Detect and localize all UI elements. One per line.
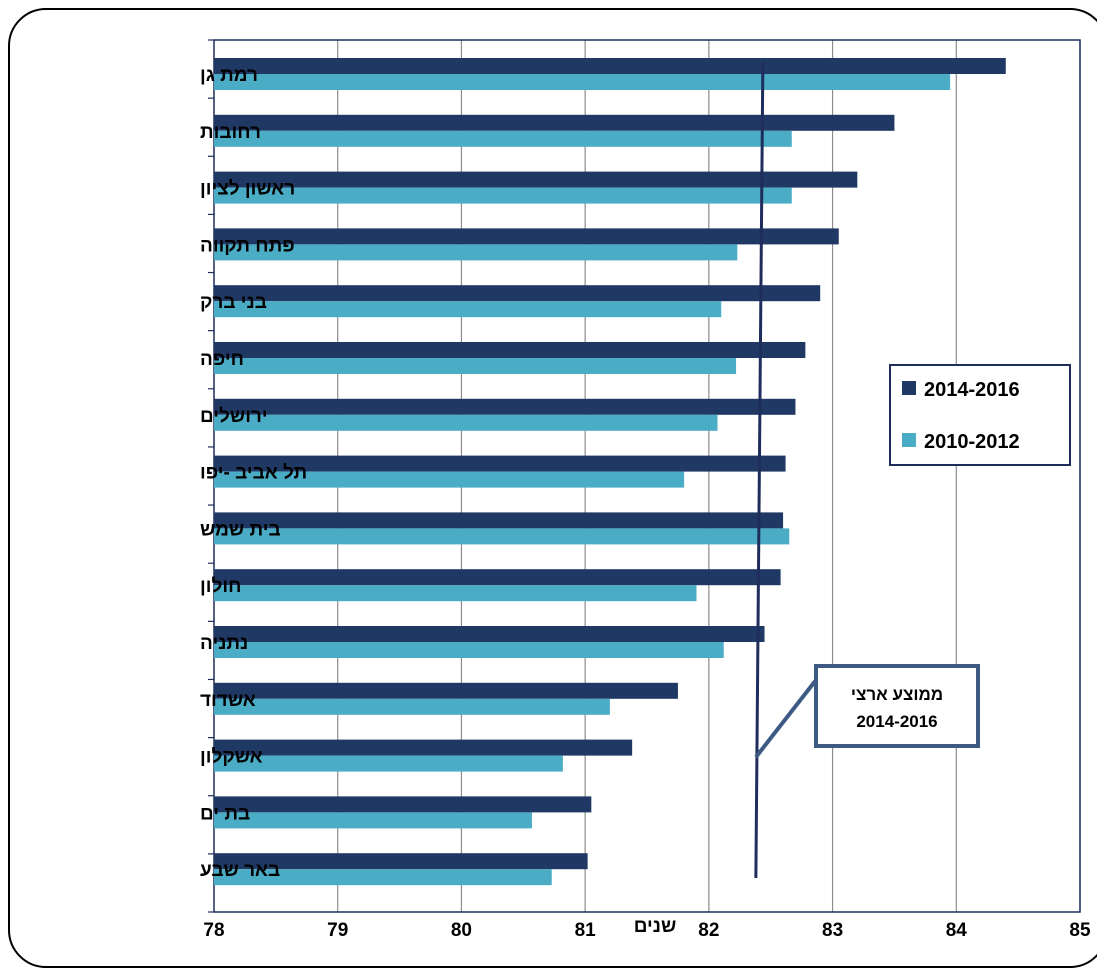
- bar-2014-2016-3: [214, 228, 839, 245]
- callout-box: [814, 664, 980, 748]
- x-tick-label: 83: [822, 920, 843, 941]
- callout-label-line1: ממוצע ארצי: [851, 685, 943, 704]
- x-tick-label: 80: [451, 920, 472, 941]
- bar-2010-2012-3: [214, 244, 738, 261]
- average-callout: ממוצע ארצי 2014-2016: [754, 664, 980, 759]
- bar-2010-2012-0: [214, 74, 951, 90]
- category-label: נתניה: [200, 633, 248, 654]
- bar-2014-2016-10: [214, 626, 765, 642]
- category-label: רחובות: [200, 122, 261, 143]
- x-tick-label: 85: [1069, 920, 1091, 941]
- category-label: אשדוד: [200, 690, 256, 711]
- bar-2014-2016-4: [214, 285, 821, 302]
- callout-label-line2: 2014-2016: [856, 712, 937, 731]
- bar-2010-2012-5: [214, 358, 737, 374]
- bar-2014-2016-12: [214, 739, 633, 756]
- bar-2010-2012-7: [214, 471, 685, 488]
- category-label: בני ברק: [200, 292, 267, 313]
- category-label: תל אביב -יפו: [200, 463, 307, 484]
- category-label: חולון: [200, 576, 241, 597]
- legend: 2014-2016 2010-2012: [889, 364, 1071, 466]
- category-label: פתח תקווה: [200, 235, 295, 256]
- legend-swatch-2010-2012: [902, 433, 916, 447]
- x-tick-label: 78: [203, 920, 224, 941]
- category-label: בת ים: [200, 803, 250, 824]
- bar-2014-2016-14: [214, 853, 588, 870]
- category-label: חיפה: [200, 349, 244, 370]
- bar-2010-2012-8: [214, 528, 790, 545]
- bars: [214, 58, 1006, 886]
- bar-2010-2012-2: [214, 187, 792, 204]
- category-label: אשקלון: [200, 747, 263, 768]
- bar-2010-2012-14: [214, 869, 552, 886]
- legend-box: [889, 364, 1071, 466]
- legend-label-2014-2016: 2014-2016: [924, 379, 1020, 401]
- x-axis-label: שנים: [634, 916, 677, 937]
- x-tick-label: 82: [698, 920, 719, 941]
- category-labels: רמת גן רחובות ראשון לציון פתח תקווה בני ברק ח…: [200, 65, 307, 881]
- legend-label-2010-2012: 2010-2012: [924, 431, 1020, 453]
- bar-2010-2012-13: [214, 812, 532, 829]
- x-tick-label: 84: [946, 920, 968, 941]
- callout-pointer: [754, 678, 818, 759]
- bar-2014-2016-7: [214, 455, 786, 472]
- x-tick-label: 81: [575, 920, 597, 941]
- bar-2014-2016-1: [214, 114, 895, 131]
- bar-2014-2016-5: [214, 342, 806, 358]
- category-label: באר שבע: [200, 860, 280, 881]
- bar-2010-2012-9: [214, 585, 697, 602]
- bar-2014-2016-6: [214, 398, 796, 415]
- bar-2014-2016-9: [214, 569, 781, 586]
- category-label: ראשון לציון: [200, 179, 295, 200]
- bar-2014-2016-8: [214, 512, 784, 529]
- bar-2010-2012-1: [214, 130, 792, 147]
- bar-2010-2012-10: [214, 642, 724, 658]
- bar-2014-2016-11: [214, 682, 678, 699]
- bar-chart: רמת גן רחובות ראשון לציון פתח תקווה בני ברק ח…: [200, 39, 1091, 941]
- category-label: ירושלים: [200, 406, 268, 427]
- bar-2010-2012-11: [214, 698, 610, 715]
- bar-2010-2012-4: [214, 301, 722, 318]
- bar-2014-2016-13: [214, 796, 592, 813]
- bar-2010-2012-6: [214, 414, 718, 431]
- category-label: רמת גן: [200, 65, 258, 86]
- bar-2014-2016-2: [214, 171, 858, 188]
- bar-2010-2012-12: [214, 755, 563, 772]
- category-label: בית שמש: [200, 519, 281, 540]
- x-tick-labels: 78 79 80 81 82 83 84 85: [203, 920, 1091, 941]
- x-tick-label: 79: [327, 920, 348, 941]
- legend-swatch-2014-2016: [902, 381, 916, 395]
- national-average-line: [754, 61, 765, 879]
- bar-2014-2016-0: [214, 58, 1006, 74]
